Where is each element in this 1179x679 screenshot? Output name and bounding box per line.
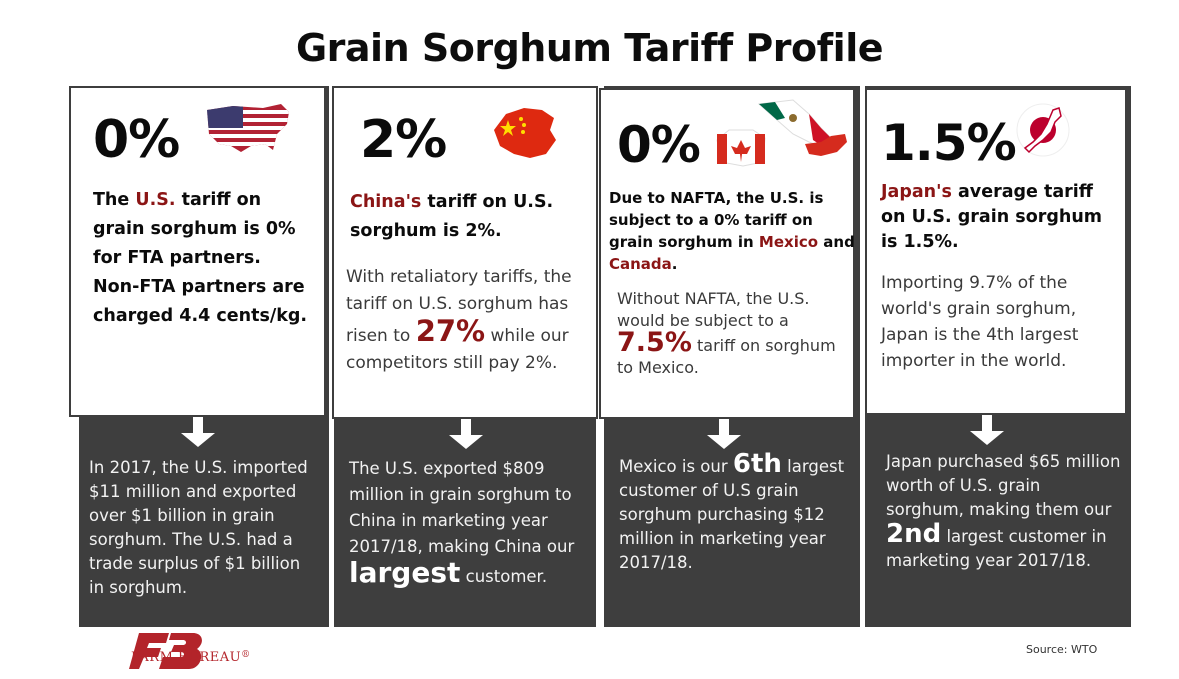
body-mexico-canada: Without NAFTA, the U.S. would be subject… xyxy=(617,288,849,379)
brand-registered: ® xyxy=(241,650,251,660)
tariff-china: 2% xyxy=(360,110,447,170)
card-us: 0% The U.S. tariff on grain sorghum is 0… xyxy=(69,86,326,417)
body-mc-pre: Without NAFTA, the U.S. would be subject… xyxy=(617,289,810,330)
bottom-china-pre: The U.S. exported $809 million in grain … xyxy=(349,459,575,556)
body-china-big: 27% xyxy=(415,314,486,348)
heading-us: The U.S. tariff on grain sorghum is 0% f… xyxy=(93,186,309,331)
bottom-us: In 2017, the U.S. imported $11 million a… xyxy=(89,458,308,597)
tariff-mexico-canada: 0% xyxy=(617,116,701,174)
bottom-mc-post: largest customer of U.S grain sorghum pu… xyxy=(619,457,845,572)
japan-flag-map-icon xyxy=(1016,103,1070,157)
body-japan: Importing 9.7% of the world's grain sorg… xyxy=(881,273,1079,371)
heading-mexico-canada: Due to NAFTA, the U.S. is subject to a 0… xyxy=(609,187,855,275)
card-mexico-canada: 0% Due to NAFTA, the U.S. is subject to … xyxy=(599,88,855,419)
heading-us-post: tariff on grain sorghum is 0% for FTA pa… xyxy=(93,190,308,326)
body-china-post: while our competitors still pay 2%. xyxy=(346,326,569,373)
heading-us-country: U.S. xyxy=(135,190,176,210)
china-flag-map-icon xyxy=(494,108,556,158)
bottom-mc-pre: Mexico is our xyxy=(619,457,728,476)
bottom-china-big: largest xyxy=(349,556,461,589)
heading-us-pre: The xyxy=(93,190,136,210)
body-mc-big: 7.5% xyxy=(617,327,692,358)
source-note: Source: WTO xyxy=(1026,643,1098,656)
heading-mc-mexico: Mexico xyxy=(758,233,819,251)
bottom-japan-big: 2nd xyxy=(886,519,942,549)
farm-bureau-name: FARM BUREAU® xyxy=(131,650,251,665)
heading-mc-canada: Canada xyxy=(609,255,672,273)
body-mc-post: tariff on sorghum to Mexico. xyxy=(617,336,836,377)
heading-japan-country: Japan's xyxy=(881,182,952,202)
bottom-mexico-canada: Mexico is our 6th largest customer of U.… xyxy=(619,449,851,575)
heading-china-post: tariff on U.S. sorghum is 2%. xyxy=(350,192,554,241)
bottom-japan-post: largest customer in marketing year 2017/… xyxy=(886,527,1107,570)
bottom-japan: Japan purchased $65 million worth of U.S… xyxy=(886,450,1122,573)
mexico-canada-flag-map-icon xyxy=(716,99,847,167)
heading-japan-post: average tariff on U.S. grain sorghum is … xyxy=(881,182,1103,252)
tariff-japan: 1.5% xyxy=(881,114,1017,172)
us-flag-map-icon xyxy=(207,104,289,152)
heading-mc-mid: and xyxy=(818,233,855,251)
heading-japan: Japan's average tariff on U.S. grain sor… xyxy=(881,180,1117,255)
brand-text: FARM BUREAU xyxy=(131,650,242,665)
heading-china-country: China's xyxy=(350,192,422,212)
heading-china: China's tariff on U.S. sorghum is 2%. xyxy=(350,188,580,246)
body-china-pre: With retaliatory tariffs, the tariff on … xyxy=(346,267,572,346)
heading-mc-post: . xyxy=(671,255,678,273)
bottom-china: The U.S. exported $809 million in grain … xyxy=(349,456,585,590)
bottom-mc-big: 6th xyxy=(732,449,782,479)
card-china: 2% China's tariff on U.S. sorghum is 2%.… xyxy=(332,86,598,419)
heading-mc-pre: Due to NAFTA, the U.S. is subject to a 0… xyxy=(609,189,824,251)
bottom-china-post: customer. xyxy=(465,567,548,586)
tariff-us: 0% xyxy=(93,110,180,170)
card-japan: 1.5% Japan's average tariff on U.S. grai… xyxy=(865,88,1127,415)
body-china: With retaliatory tariffs, the tariff on … xyxy=(346,264,584,377)
farm-bureau-logo: FB xyxy=(129,633,202,669)
bottom-japan-pre: Japan purchased $65 million worth of U.S… xyxy=(886,452,1121,519)
page-title: Grain Sorghum Tariff Profile xyxy=(295,26,884,70)
